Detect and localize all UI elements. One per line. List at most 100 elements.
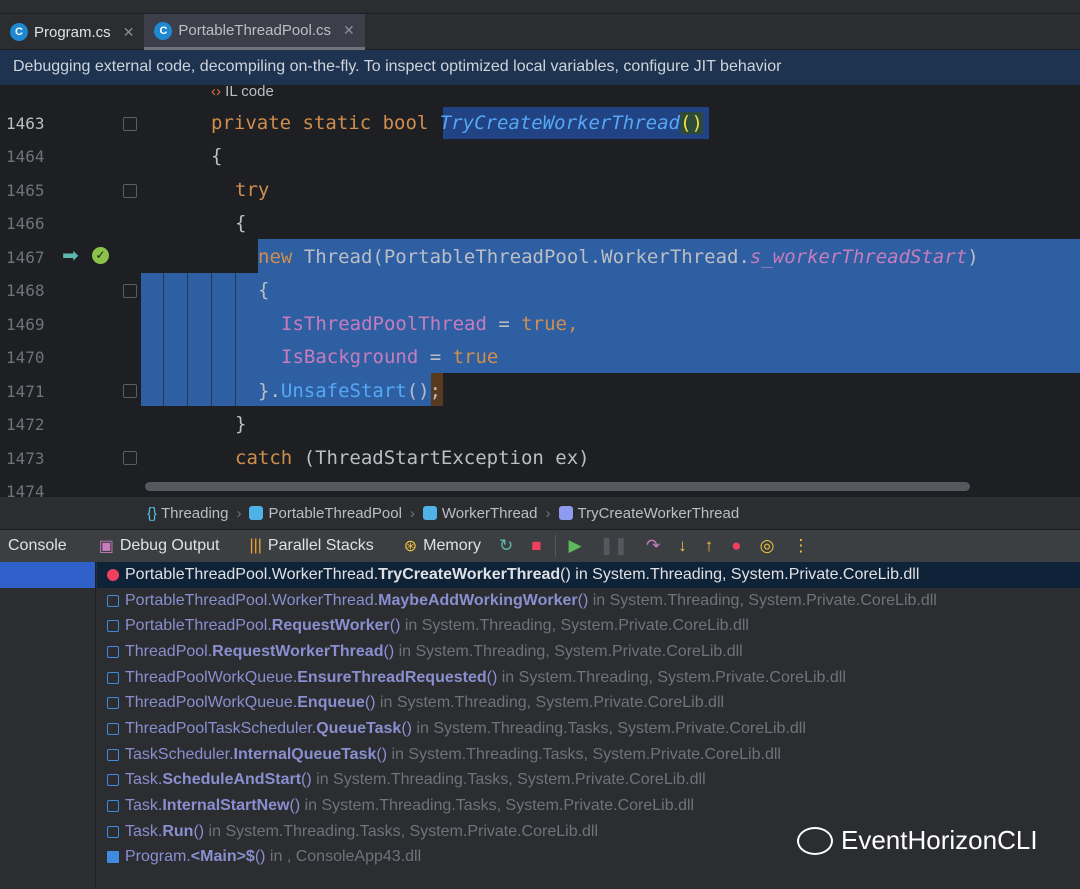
terminal-icon: ▣: [98, 538, 114, 555]
restart-icon[interactable]: ↻: [498, 536, 514, 555]
execution-point-arrow-icon: ➡: [62, 245, 79, 267]
step-into-icon[interactable]: ↓: [678, 536, 687, 555]
line-number: 1472: [6, 415, 45, 434]
breadcrumb: {} Threading › PortableThreadPool › Worker…: [0, 497, 1080, 529]
code-line: {: [235, 212, 247, 234]
breakpoint-icon: [107, 568, 119, 581]
tab-label: Program.cs: [34, 23, 111, 41]
call-stack-frames: PortableThreadPool.WorkerThread. TryCreat…: [97, 562, 1080, 889]
horizontal-scrollbar[interactable]: [145, 482, 970, 491]
stack-frame[interactable]: PortableThreadPool.WorkerThread. TryCreat…: [97, 562, 1080, 588]
external-code-icon: [107, 697, 119, 710]
step-over-icon[interactable]: ↷: [646, 536, 661, 555]
class-icon: [422, 505, 437, 520]
breakpoints-icon[interactable]: ●: [731, 536, 742, 555]
stack-frame[interactable]: Task. InternalStartNew() in System.Thread…: [97, 793, 1080, 819]
line-number: 1465: [6, 181, 45, 200]
close-icon[interactable]: ✕: [343, 22, 355, 38]
external-code-icon: [107, 620, 119, 633]
line-number: 1466: [6, 214, 45, 233]
fold-icon[interactable]: [123, 284, 137, 298]
stack-frame[interactable]: ThreadPoolTaskScheduler. QueueTask() in S…: [97, 716, 1080, 742]
external-code-icon: [107, 748, 119, 761]
line-number: 1474: [6, 482, 45, 497]
line-number: 1470: [6, 348, 45, 367]
wechat-logo-icon: [797, 826, 833, 855]
stack-frame[interactable]: Program. <Main>$() in , ConsoleApp43.dll: [97, 845, 1080, 871]
frame-icon: [107, 851, 119, 864]
line-number: 1468: [6, 281, 45, 300]
fold-icon[interactable]: [123, 384, 137, 398]
mute-breakpoints-icon[interactable]: ◎: [759, 536, 775, 555]
code-line: {: [258, 279, 270, 301]
watermark: EventHorizonCLI: [797, 825, 1038, 856]
pause-icon[interactable]: ❚❚: [599, 536, 629, 555]
breadcrumb-threading[interactable]: {} Threading: [147, 504, 229, 522]
tab-parallel-stacks[interactable]: ||| Parallel Stacks: [249, 537, 374, 554]
stack-frame[interactable]: ThreadPoolWorkQueue. Enqueue() in System.…: [97, 690, 1080, 716]
selection: [141, 373, 431, 406]
tab-memory[interactable]: ⊛ Memory: [403, 537, 481, 555]
stack-frame[interactable]: PortableThreadPool.WorkerThread. MaybeAdd…: [97, 588, 1080, 614]
breadcrumb-workerthread[interactable]: WorkerThread: [422, 505, 538, 522]
selection: [258, 239, 1080, 273]
line-number: 1464: [6, 147, 45, 166]
breakpoint-verified-icon[interactable]: ✓: [92, 247, 109, 264]
external-code-icon: [107, 671, 119, 684]
step-out-icon[interactable]: ↑: [704, 536, 714, 555]
class-icon: [249, 505, 264, 520]
tab-portablethreadpool-cs[interactable]: C PortableThreadPool.cs ✕: [144, 14, 365, 50]
close-icon[interactable]: ✕: [122, 23, 135, 40]
stack-frame[interactable]: ThreadPool. RequestWorkerThread() in Syst…: [97, 639, 1080, 665]
debug-toolbar: Console ▣ Debug Output ||| Parallel Stacks…: [0, 529, 1080, 562]
tab-label: PortableThreadPool.cs: [178, 22, 332, 39]
selected-thread[interactable]: [0, 562, 95, 588]
fold-icon[interactable]: [123, 184, 137, 198]
selection: [141, 273, 1080, 373]
threads-panel: [0, 562, 96, 889]
line-number: 1463: [6, 114, 45, 133]
code-line: IsBackground = true: [281, 346, 499, 368]
parallel-stacks-icon: |||: [249, 537, 262, 554]
namespace-icon: {}: [147, 504, 158, 522]
external-code-icon: [107, 722, 119, 735]
line-number: 1467: [6, 248, 45, 267]
il-code-link[interactable]: ‹› IL code: [211, 85, 274, 100]
code-editor[interactable]: ‹› IL code 1463 1464 1465 1466 1467 1468…: [0, 85, 1080, 497]
breadcrumb-portablethreadpool[interactable]: PortableThreadPool: [249, 505, 402, 522]
code-line: }: [235, 413, 247, 435]
stack-frame[interactable]: Task. ScheduleAndStart() in System.Thread…: [97, 768, 1080, 794]
identifier-highlight: [443, 107, 709, 139]
title-strip: [0, 0, 1080, 14]
bracket-highlight: [431, 373, 443, 406]
stack-frame[interactable]: PortableThreadPool. RequestWorker() in Sy…: [97, 613, 1080, 639]
fold-icon[interactable]: [123, 117, 137, 131]
resume-icon[interactable]: ▶: [568, 536, 582, 555]
csharp-file-icon: C: [154, 21, 173, 40]
tab-debug-output[interactable]: ▣ Debug Output: [98, 537, 220, 555]
stack-frame[interactable]: Task. Run() in System.Threading.Tasks, Sy…: [97, 819, 1080, 845]
code-line: IsThreadPoolThread = true,: [281, 313, 579, 335]
editor-tabs: C Program.cs ✕ C PortableThreadPool.cs ✕: [0, 14, 1080, 50]
decompile-banner: Debugging external code, decompiling on-…: [0, 50, 1080, 85]
csharp-file-icon: C: [10, 23, 28, 41]
external-code-icon: [107, 774, 119, 787]
external-code-icon: [107, 800, 119, 813]
code-line: private static bool TryCreateWorkerThrea…: [211, 112, 703, 134]
method-icon: [558, 505, 573, 520]
tab-console[interactable]: Console: [8, 537, 67, 554]
line-number: 1473: [6, 449, 45, 468]
external-code-icon: [107, 594, 119, 607]
gutter: [0, 85, 141, 497]
more-icon[interactable]: ⋮: [792, 536, 810, 555]
external-code-icon: [107, 645, 119, 658]
code-line: }.UnsafeStart();: [258, 380, 442, 402]
tab-program-cs[interactable]: C Program.cs ✕: [0, 14, 144, 50]
stack-frame[interactable]: ThreadPoolWorkQueue. EnsureThreadRequeste…: [97, 665, 1080, 691]
code-line: try: [235, 179, 270, 201]
code-line: catch (ThreadStartException ex): [235, 447, 590, 469]
stop-icon[interactable]: ■: [531, 536, 542, 555]
breadcrumb-trycreateworkerthread[interactable]: TryCreateWorkerThread: [558, 505, 739, 522]
stack-frame[interactable]: TaskScheduler. InternalQueueTask() in Sys…: [97, 742, 1080, 768]
fold-icon[interactable]: [123, 451, 137, 465]
